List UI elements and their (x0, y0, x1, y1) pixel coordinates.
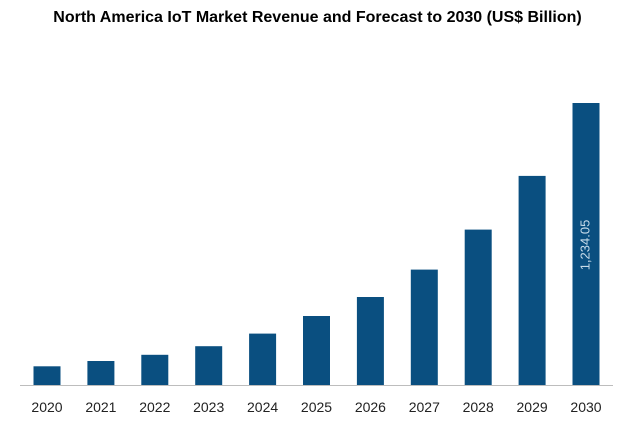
bar-2029 (519, 176, 546, 385)
x-tick-label-2029: 2029 (517, 399, 548, 415)
data-label-2030: 1,234.05 (577, 220, 592, 271)
bar-2025 (303, 316, 330, 385)
x-tick-label-2030: 2030 (570, 399, 601, 415)
x-tick-label-2022: 2022 (139, 399, 170, 415)
bars-group (34, 103, 600, 385)
bar-2021 (87, 361, 114, 385)
x-tick-labels: 2020 2021 2022 2023 2024 2025 2026 2027 2028 2029… (31, 399, 601, 415)
x-tick-label-2024: 2024 (247, 399, 278, 415)
bar-2023 (195, 346, 222, 385)
x-tick-label-2026: 2026 (355, 399, 386, 415)
x-tick-label-2028: 2028 (463, 399, 494, 415)
bar-2024 (249, 334, 276, 385)
x-tick-label-2025: 2025 (301, 399, 332, 415)
x-tick-label-2021: 2021 (85, 399, 116, 415)
x-tick-label-2023: 2023 (193, 399, 224, 415)
data-labels: 1,234.05 (577, 220, 592, 271)
bar-2027 (411, 270, 438, 385)
bar-2026 (357, 297, 384, 385)
x-tick-label-2027: 2027 (409, 399, 440, 415)
bar-2022 (141, 355, 168, 385)
bar-2020 (34, 366, 61, 385)
x-tick-label-2020: 2020 (31, 399, 62, 415)
bar-2028 (465, 230, 492, 385)
